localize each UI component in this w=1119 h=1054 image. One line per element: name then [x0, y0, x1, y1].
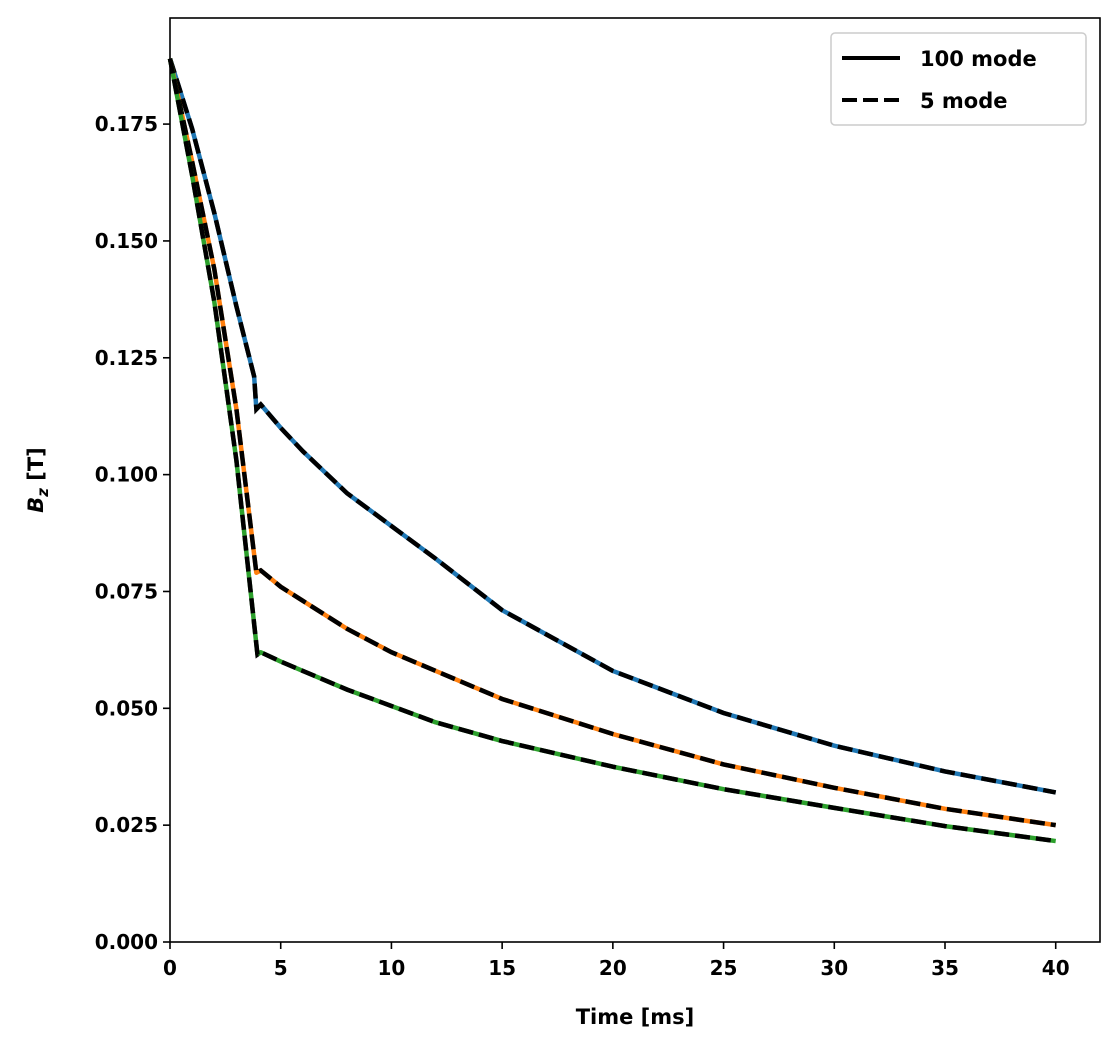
- x-axis: 0 5 10 15 20 25 30 35 40: [163, 942, 1070, 980]
- plot-frame: [169, 17, 1101, 943]
- series-line-5-mode-1: [167, 57, 1057, 795]
- x-tick-label: 0: [163, 956, 177, 980]
- x-tick-label: 35: [931, 956, 959, 980]
- y-axis-label: Bz [T]: [24, 447, 52, 513]
- legend: 100 mode 5 mode: [830, 32, 1087, 126]
- series-line-100-mode-1: [167, 57, 1057, 795]
- series-layer: [167, 57, 1057, 844]
- y-tick-label: 0.025: [95, 813, 158, 837]
- y-tick-label: 0.125: [95, 346, 158, 370]
- x-tick-label: 40: [1042, 956, 1070, 980]
- y-tick-label: 0.000: [95, 930, 158, 954]
- x-tick-label: 15: [488, 956, 516, 980]
- y-axis: 0.000 0.025 0.050 0.075 0.100 0.125 0.150 0.175: [95, 112, 170, 954]
- series-line-5-mode-3: [167, 58, 1057, 844]
- y-tick-label: 0.150: [95, 229, 158, 253]
- legend-label-100-mode: 100 mode: [920, 47, 1037, 71]
- y-tick-label: 0.100: [95, 463, 158, 487]
- x-tick-label: 5: [274, 956, 288, 980]
- x-tick-label: 30: [820, 956, 848, 980]
- x-axis-label: Time [ms]: [576, 1005, 695, 1029]
- y-tick-label: 0.050: [95, 696, 158, 720]
- y-tick-label: 0.075: [95, 579, 158, 603]
- series-line-5-mode-2: [167, 58, 1057, 828]
- y-tick-label: 0.175: [95, 112, 158, 136]
- series-line-100-mode-2: [167, 58, 1057, 828]
- legend-label-5-mode: 5 mode: [920, 89, 1008, 113]
- x-tick-label: 20: [599, 956, 627, 980]
- x-tick-label: 10: [378, 956, 406, 980]
- x-tick-label: 25: [710, 956, 738, 980]
